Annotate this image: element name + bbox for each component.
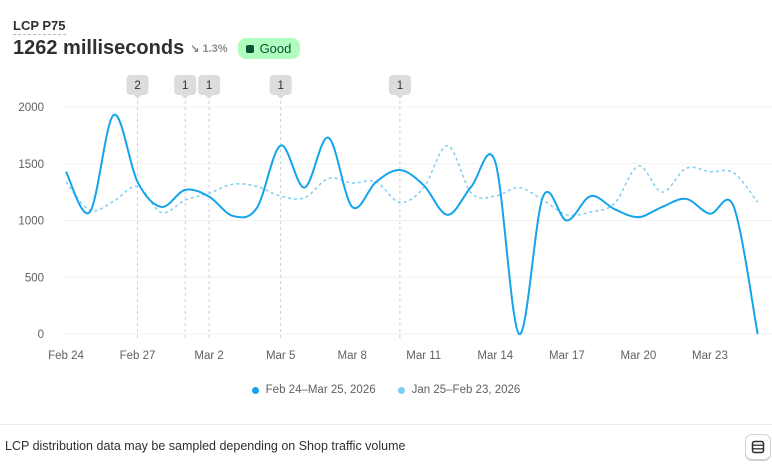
annotation-marker[interactable]: 2 [126,75,149,99]
legend-label: Feb 24–Mar 25, 2026 [265,384,376,396]
status-badge: Good [237,38,301,59]
annotation-marker[interactable]: 1 [269,75,292,99]
y-tick-label: 0 [38,329,44,341]
status-label: Good [259,41,292,56]
change-indicator: ↘ 1.3% [190,42,227,55]
annotation-marker[interactable]: 1 [174,75,197,99]
arrow-down-right-icon: ↘ [190,43,200,55]
x-tick-label: Mar 23 [692,350,728,362]
y-tick-label: 2000 [18,102,44,114]
legend-item-previous[interactable]: Jan 25–Feb 23, 2026 [397,384,521,396]
divider [0,424,772,425]
metric-label[interactable]: LCP P75 [13,18,66,35]
headline: 1262 milliseconds ↘ 1.3% Good [13,37,301,60]
line-chart: 0 500 1000 1500 2000 Feb 24 Feb 27 Mar 2 Mar 5 Ma… [18,75,772,362]
metric-value: 1262 milliseconds [13,37,185,59]
x-tick-label: Feb 24 [48,350,84,362]
x-tick-label: Mar 5 [266,350,295,362]
x-tick-label: Mar 11 [406,350,441,362]
annotation-marker[interactable]: 1 [198,75,221,99]
legend-dot-icon [397,386,405,394]
status-dot-icon [245,44,254,53]
annotation-count: 1 [182,80,188,92]
table-view-button[interactable] [745,434,771,460]
x-tick-label: Mar 17 [549,350,585,362]
series-line-previous [65,144,759,217]
change-value: 1.3% [202,43,228,55]
x-tick-label: Feb 27 [120,350,156,362]
legend-label: Jan 25–Feb 23, 2026 [411,384,521,396]
annotation-count: 1 [206,80,212,92]
x-tick-label: Mar 20 [621,350,657,362]
y-tick-label: 500 [25,272,44,284]
annotation-marker[interactable]: 1 [388,75,411,99]
x-tick-label: Mar 2 [194,350,223,362]
footer-note: LCP distribution data may be sampled dep… [5,439,406,453]
x-tick-label: Mar 14 [477,350,513,362]
annotation-count: 1 [277,80,283,92]
annotation-count: 1 [397,80,403,92]
annotation-count: 2 [134,80,140,92]
legend-dot-icon [251,386,259,394]
y-tick-label: 1500 [18,159,44,171]
legend: Feb 24–Mar 25, 2026 Jan 25–Feb 23, 2026 [0,384,772,396]
x-tick-label: Mar 8 [337,350,366,362]
series-line-current [65,113,759,336]
y-tick-label: 1000 [18,216,44,228]
table-icon [751,440,765,454]
legend-item-current[interactable]: Feb 24–Mar 25, 2026 [251,384,376,396]
